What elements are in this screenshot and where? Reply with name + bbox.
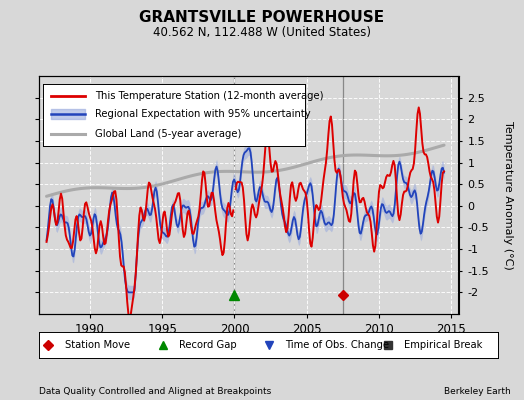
Text: Station Move: Station Move — [64, 340, 129, 350]
Text: Time of Obs. Change: Time of Obs. Change — [285, 340, 389, 350]
Text: Record Gap: Record Gap — [179, 340, 237, 350]
Text: This Temperature Station (12-month average): This Temperature Station (12-month avera… — [95, 91, 324, 101]
Text: GRANTSVILLE POWERHOUSE: GRANTSVILLE POWERHOUSE — [139, 10, 385, 25]
Y-axis label: Temperature Anomaly (°C): Temperature Anomaly (°C) — [503, 121, 513, 269]
Text: Empirical Break: Empirical Break — [404, 340, 482, 350]
Text: Global Land (5-year average): Global Land (5-year average) — [95, 129, 242, 139]
Text: Data Quality Controlled and Aligned at Breakpoints: Data Quality Controlled and Aligned at B… — [39, 387, 271, 396]
Text: Berkeley Earth: Berkeley Earth — [444, 387, 511, 396]
Text: Regional Expectation with 95% uncertainty: Regional Expectation with 95% uncertaint… — [95, 109, 311, 119]
Text: 40.562 N, 112.488 W (United States): 40.562 N, 112.488 W (United States) — [153, 26, 371, 39]
